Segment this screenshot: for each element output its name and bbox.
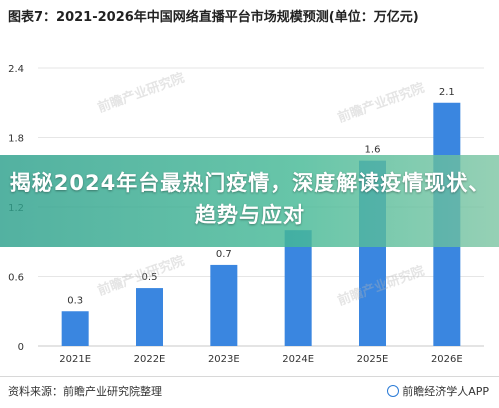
data-label: 2.1 — [439, 87, 455, 98]
data-label: 1.6 — [365, 145, 381, 156]
brand-name: 前瞻经济学人APP — [402, 385, 489, 398]
bar — [61, 311, 89, 346]
chart-footer: 资料来源：前瞻产业研究院整理 前瞻经济学人APP — [0, 376, 499, 408]
chart-header: 图表7：2021-2026年中国网络直播平台市场规模预测(单位：万亿元) — [0, 0, 499, 52]
brand-logo-icon — [387, 385, 400, 397]
y-tick-label: 0 — [18, 342, 24, 353]
banner-text: 揭秘2024年台最热门疫情，深度解读疫情现状、趋势与应对 — [9, 171, 491, 227]
data-label: 0.3 — [67, 295, 83, 306]
data-label: 0.7 — [216, 249, 232, 260]
x-tick-label: 2021E — [59, 354, 91, 365]
y-tick-label: 0.6 — [8, 273, 24, 284]
x-tick-label: 2026E — [431, 354, 463, 365]
bar — [136, 288, 163, 346]
x-tick-label: 2024E — [282, 354, 314, 365]
brand-label: 前瞻经济学人APP — [387, 383, 489, 399]
x-tick-label: 2023E — [208, 354, 240, 365]
data-label: 0.5 — [142, 272, 158, 283]
x-tick-label: 2022E — [134, 354, 166, 365]
bar — [284, 230, 312, 346]
source-note: 资料来源：前瞻产业研究院整理 — [8, 385, 162, 398]
y-tick-label: 2.4 — [8, 64, 24, 75]
x-tick-label: 2025E — [357, 354, 389, 365]
bar — [210, 264, 238, 346]
overlay-banner: 揭秘2024年台最热门疫情，深度解读疫情现状、趋势与应对 — [0, 155, 499, 247]
y-tick-label: 1.8 — [8, 134, 24, 145]
chart-title: 图表7：2021-2026年中国网络直播平台市场规模预测(单位：万亿元) — [8, 10, 419, 25]
